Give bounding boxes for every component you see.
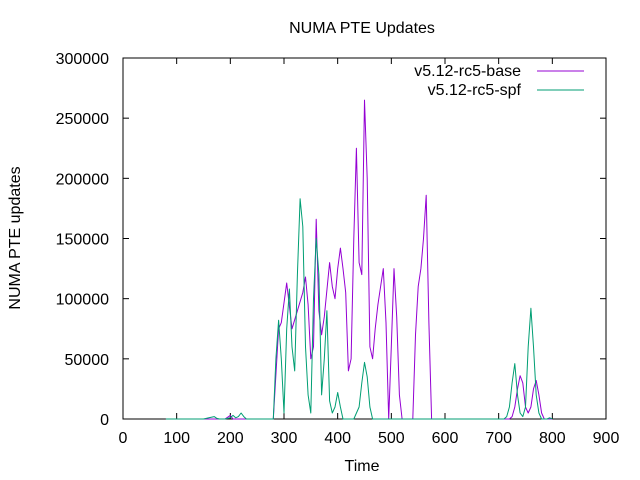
y-tick-label: 200000 xyxy=(56,171,109,188)
y-axis-label: NUMA PTE updates xyxy=(7,166,24,309)
x-tick-label: 800 xyxy=(539,430,566,447)
legend-label-1: v5.12-rc5-spf xyxy=(428,82,522,99)
y-tick-label: 150000 xyxy=(56,232,109,249)
x-tick-label: 600 xyxy=(432,430,459,447)
legend: v5.12-rc5-base v5.12-rc5-spf xyxy=(414,63,584,99)
y-tick-label: 250000 xyxy=(56,111,109,128)
series-line-1 xyxy=(165,198,553,420)
y-tick-label: 100000 xyxy=(56,292,109,309)
x-axis-label: Time xyxy=(345,458,380,475)
x-tick-label: 200 xyxy=(217,430,244,447)
y-tick-label: 0 xyxy=(100,412,109,429)
x-tick-label: 700 xyxy=(485,430,512,447)
y-tick-label: 300000 xyxy=(56,51,109,68)
series-layer xyxy=(165,99,553,420)
x-tick-label: 500 xyxy=(378,430,405,447)
series-line-0 xyxy=(165,99,553,420)
chart-title: NUMA PTE Updates xyxy=(289,20,435,37)
legend-label-0: v5.12-rc5-base xyxy=(414,63,521,80)
y-tick-label: 50000 xyxy=(65,352,110,369)
axis-ticks: 0 100 200 300 400 500 600 700 800 900 0 50000 100000… xyxy=(56,51,620,447)
x-tick-label: 900 xyxy=(593,430,620,447)
x-tick-label: 300 xyxy=(271,430,298,447)
x-tick-label: 400 xyxy=(324,430,351,447)
x-tick-label: 0 xyxy=(119,430,128,447)
x-tick-label: 100 xyxy=(163,430,190,447)
